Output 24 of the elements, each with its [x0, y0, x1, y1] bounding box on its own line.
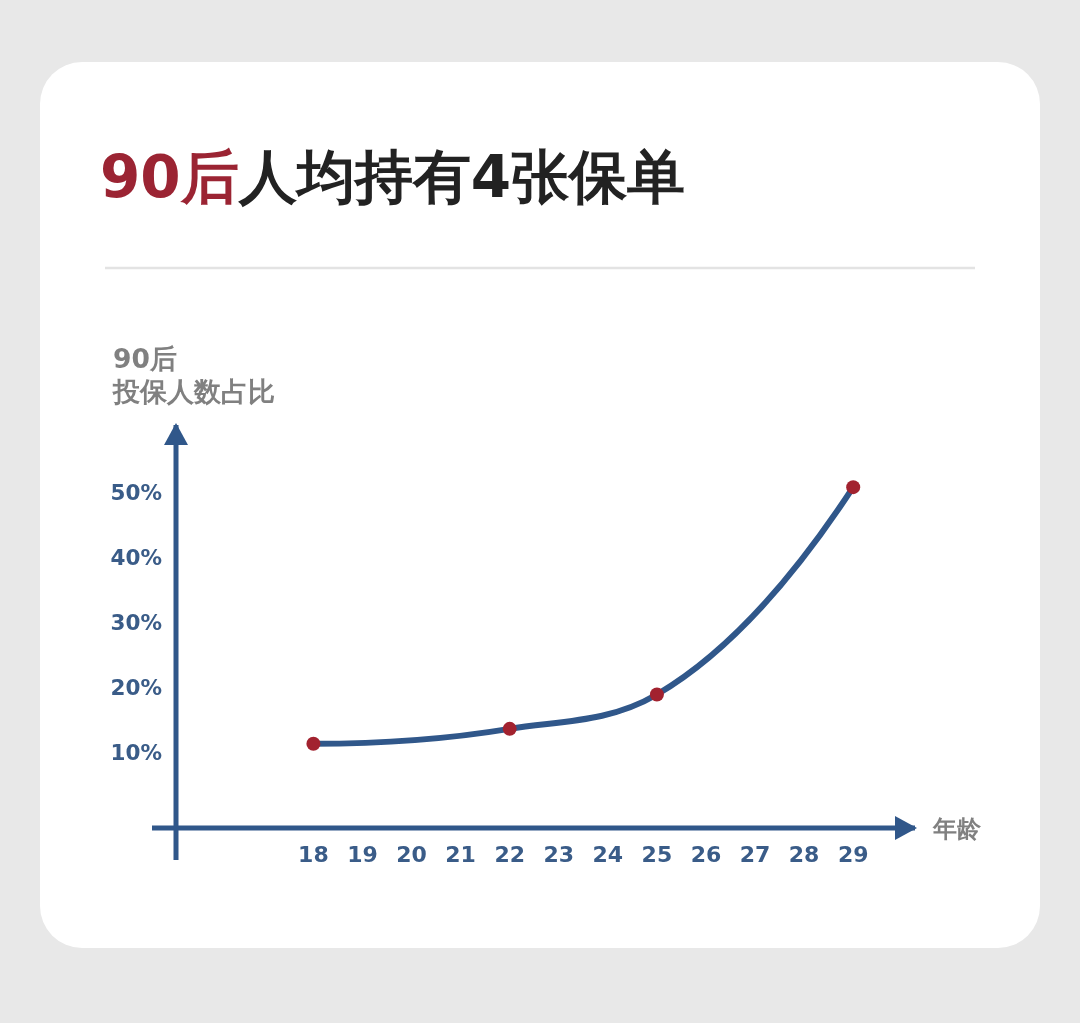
y-tick-label: 30%: [110, 609, 162, 635]
x-tick-label: 29: [837, 842, 869, 867]
y-tick-label: 20%: [110, 674, 162, 700]
point: [846, 480, 861, 495]
x-tick-label: 28: [788, 842, 820, 867]
x-tick-label: 21: [445, 842, 476, 867]
x-tick-label: 23: [543, 842, 575, 867]
x-axis-title: 年龄: [932, 815, 982, 843]
y-tick-label: 40%: [110, 545, 162, 571]
chart-title: 90后人均持有4张保单: [100, 143, 686, 211]
point: [502, 721, 517, 736]
point: [306, 736, 321, 751]
x-tick-label: 20: [396, 842, 427, 867]
y-axis-title: 90后投保人数占比: [112, 343, 275, 407]
x-tick-label: 18: [298, 842, 329, 867]
x-tick-label: 22: [494, 842, 526, 867]
x-tick-label: 19: [347, 842, 378, 867]
y-tick-label: 50%: [110, 480, 162, 506]
y-tick-label: 10%: [110, 739, 162, 765]
x-tick-label: 26: [690, 842, 722, 867]
x-tick-label: 25: [641, 842, 673, 867]
x-tick-label: 24: [592, 842, 624, 867]
point: [649, 687, 664, 702]
x-tick-label: 27: [739, 842, 771, 867]
